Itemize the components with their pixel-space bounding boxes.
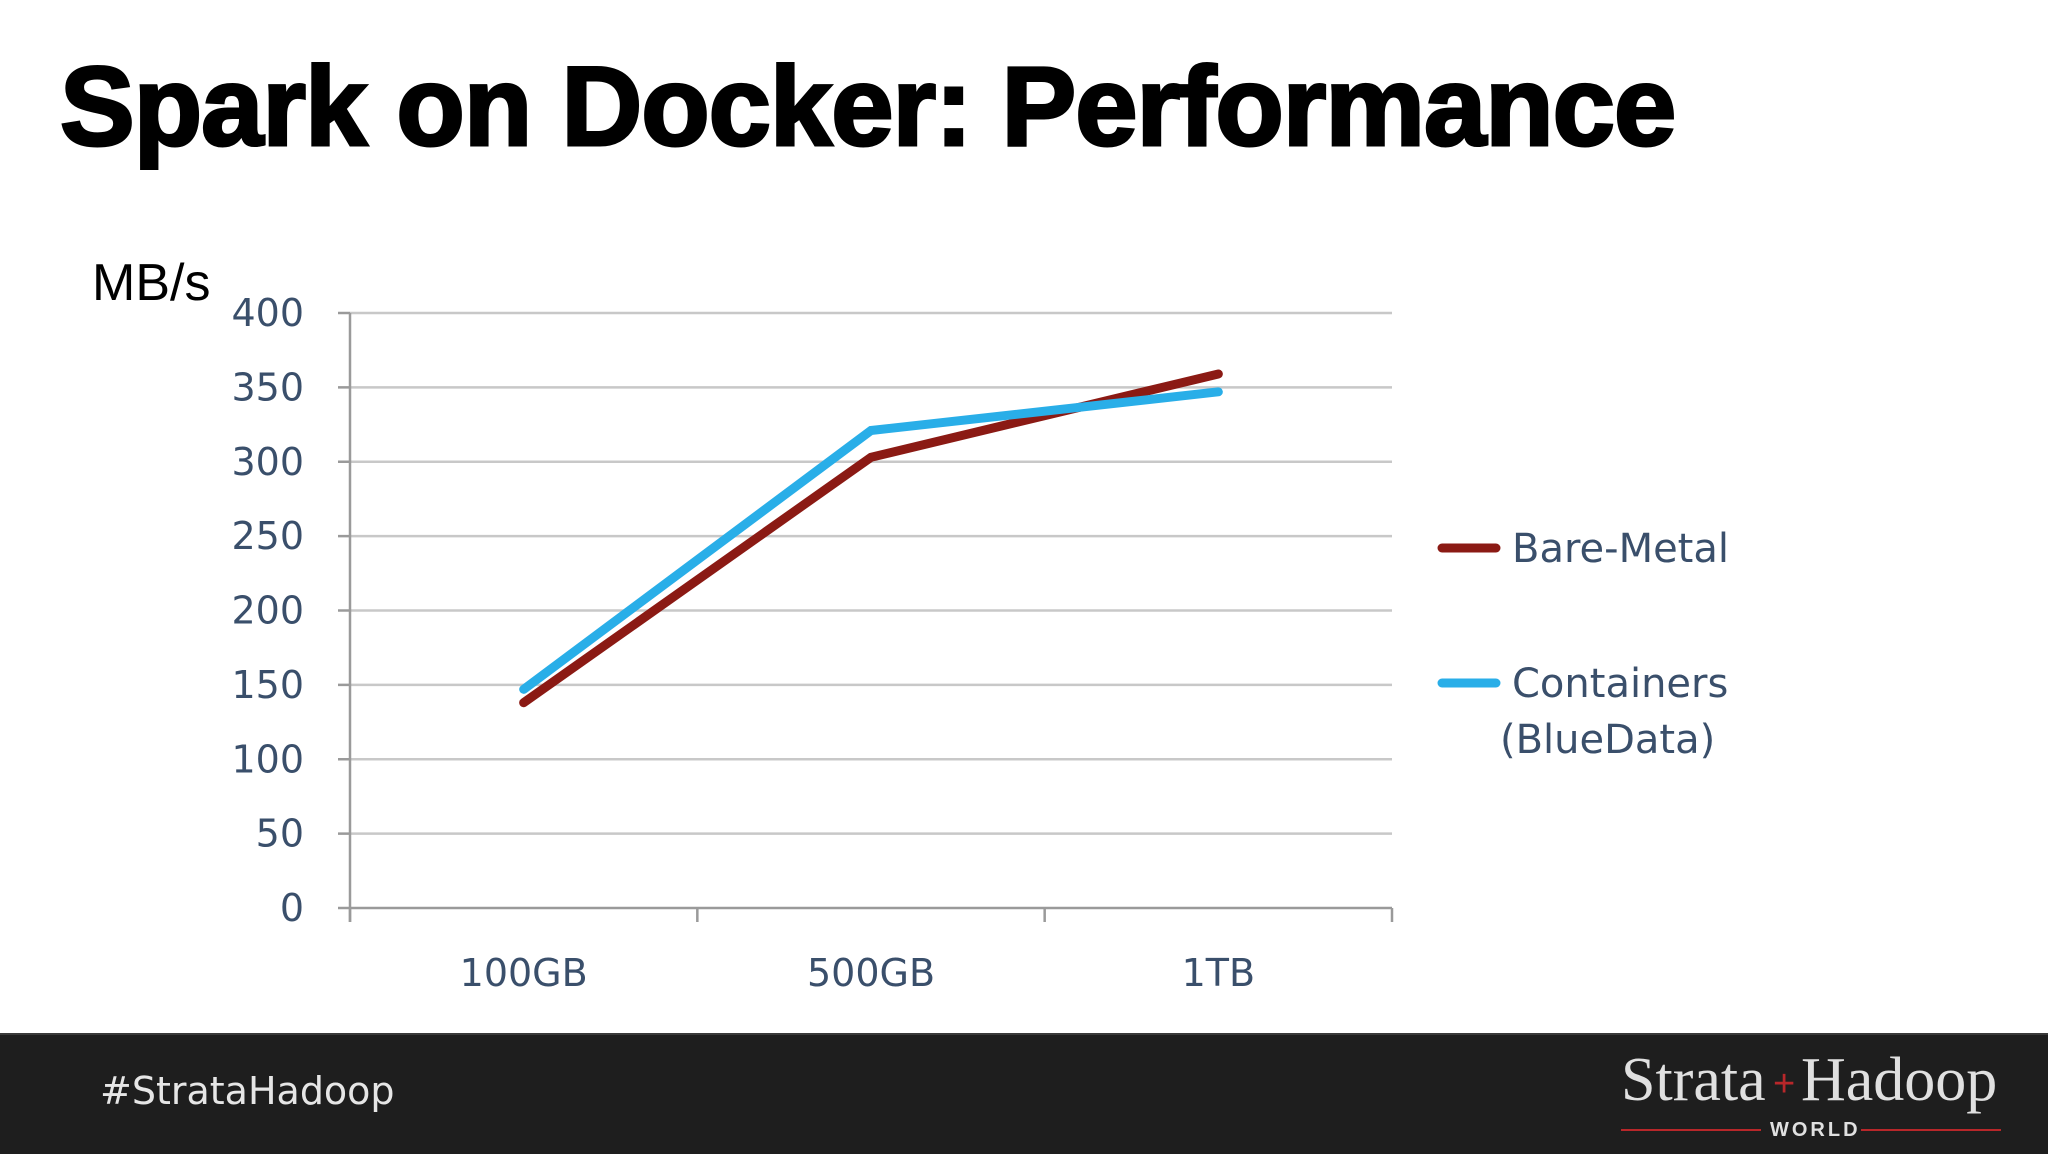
y-tick-label: 100 xyxy=(231,737,304,781)
y-tick-label: 250 xyxy=(231,514,304,558)
tick-labels: 0 50 100 150 200 250 300 350 400 100GB 500GB 1TB xyxy=(231,291,1255,995)
legend-label: Containers xyxy=(1512,661,1728,707)
y-tick-label: 0 xyxy=(280,886,304,930)
strata-hadoop-logo: Strata + Hadoop WORLD xyxy=(1615,1049,2005,1144)
y-tick-label: 150 xyxy=(231,663,304,707)
y-axis-label: MB/s xyxy=(92,254,210,312)
series-lines xyxy=(524,374,1219,703)
logo-strata-text: Strata xyxy=(1621,1049,1766,1111)
x-tick-label: 100GB xyxy=(460,951,588,995)
footer-bar: #StrataHadoop Strata + Hadoop WORLD xyxy=(0,1033,2048,1154)
series-line-containers xyxy=(524,392,1219,690)
line-chart: MB/s 0 50 100 150 200 250 300 350 400 100GB 500GB 1… xyxy=(0,0,2048,1033)
logo-hadoop-text: Hadoop xyxy=(1801,1049,1997,1111)
y-tick-label: 50 xyxy=(256,812,304,856)
series-line-bare-metal xyxy=(524,374,1219,703)
logo-rule-left xyxy=(1621,1129,1761,1131)
x-tick-label: 500GB xyxy=(807,951,935,995)
legend-label: Bare-Metal xyxy=(1512,526,1729,572)
y-tick-label: 200 xyxy=(231,589,304,633)
logo-plus-icon: + xyxy=(1773,1063,1795,1106)
legend: Bare-Metal Containers (BlueData) xyxy=(1442,526,1729,763)
hashtag-text: #StrataHadoop xyxy=(100,1069,395,1113)
logo-world-text: WORLD xyxy=(1770,1119,1861,1142)
axes xyxy=(338,313,1392,922)
y-tick-label: 350 xyxy=(231,365,304,409)
logo-rule-right xyxy=(1861,1129,2001,1131)
y-tick-label: 300 xyxy=(231,440,304,484)
legend-label: (BlueData) xyxy=(1500,717,1715,763)
gridlines xyxy=(350,313,1392,834)
y-tick-label: 400 xyxy=(231,291,304,335)
x-tick-label: 1TB xyxy=(1182,951,1255,995)
